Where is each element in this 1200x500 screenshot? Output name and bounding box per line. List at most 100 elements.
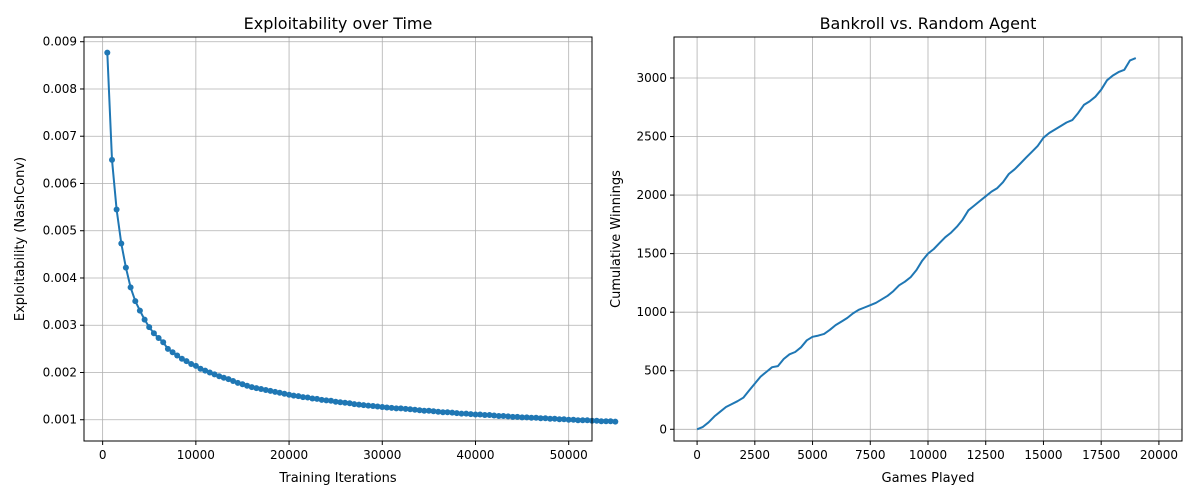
exploitability-x-tick-label: 50000 <box>550 448 588 462</box>
exploitability-data-point <box>155 335 162 341</box>
bankroll-y-tick-label: 1500 <box>636 247 667 261</box>
bankroll-chart-title: Bankroll vs. Random Agent <box>820 14 1037 33</box>
bankroll-plot-frame <box>673 36 1183 442</box>
bankroll-y-ticks: 0 500 1000 1500 2000 2500 3000 <box>636 71 674 436</box>
exploitability-data-point <box>272 388 279 395</box>
exploitability-data-point <box>402 405 409 412</box>
exploitability-data-point <box>449 409 456 416</box>
bankroll-x-tick-label: 5000 <box>797 448 828 462</box>
bankroll-chart: Bankroll vs. Random Agent 0 2500 5000 7500 1… <box>609 14 1183 486</box>
exploitability-y-tick-label: 0.009 <box>43 35 77 49</box>
bankroll-y-tick-label: 3000 <box>636 71 667 85</box>
exploitability-data-point <box>491 412 498 419</box>
exploitability-data-point <box>365 402 372 409</box>
exploitability-y-tick-label: 0.001 <box>43 413 77 427</box>
bankroll-x-tick-label: 15000 <box>1024 448 1062 462</box>
bankroll-x-tick-label: 20000 <box>1140 448 1178 462</box>
exploitability-data-point <box>607 418 614 425</box>
exploitability-x-axis-label: Training Iterations <box>278 471 397 486</box>
exploitability-x-tick-label: 10000 <box>177 448 215 462</box>
exploitability-data-point <box>547 415 554 422</box>
exploitability-x-tick-label: 30000 <box>363 448 401 462</box>
exploitability-data-point <box>519 414 526 421</box>
exploitability-data-point <box>598 418 605 425</box>
exploitability-data-point <box>258 386 265 392</box>
exploitability-data-point <box>211 371 218 378</box>
bankroll-x-axis-label: Games Played <box>882 471 975 486</box>
exploitability-y-tick-label: 0.008 <box>43 82 77 96</box>
exploitability-data-point <box>309 395 316 402</box>
exploitability-data-point <box>104 49 111 56</box>
exploitability-data-point <box>132 298 139 305</box>
exploitability-y-axis-label: Exploitability (NashConv) <box>13 157 28 321</box>
bankroll-y-tick-label: 2500 <box>636 130 667 144</box>
exploitability-data-point <box>439 409 446 416</box>
exploitability-series <box>104 49 619 425</box>
exploitability-data-point <box>188 361 195 367</box>
exploitability-data-point <box>472 411 479 418</box>
bankroll-series-line <box>696 57 1137 431</box>
exploitability-y-tick-label: 0.007 <box>43 129 77 143</box>
exploitability-y-tick-label: 0.004 <box>43 271 77 285</box>
exploitability-data-point <box>118 240 125 247</box>
bankroll-series <box>696 57 1137 431</box>
exploitability-data-point <box>383 404 390 411</box>
exploitability-data-point <box>523 414 530 421</box>
exploitability-data-point <box>477 411 484 418</box>
exploitability-data-point <box>444 409 451 416</box>
bankroll-x-tick-label: 12500 <box>967 448 1005 462</box>
bankroll-x-ticks: 0 2500 5000 7500 10000 12500 15000 17500 20000 <box>693 441 1178 462</box>
exploitability-chart-title: Exploitability over Time <box>244 14 433 33</box>
exploitability-data-point <box>127 284 134 291</box>
exploitability-data-point <box>141 316 148 323</box>
exploitability-data-point <box>579 417 586 424</box>
exploitability-data-point <box>407 406 414 413</box>
exploitability-data-point <box>495 413 502 419</box>
bankroll-x-tick-label: 10000 <box>909 448 947 462</box>
exploitability-data-point <box>430 408 437 415</box>
exploitability-data-point <box>328 397 334 404</box>
exploitability-data-point <box>183 358 190 365</box>
exploitability-chart: Exploitability over Time 0 10000 20000 3000… <box>13 14 619 486</box>
exploitability-data-point <box>253 385 260 392</box>
exploitability-data-point <box>370 403 376 409</box>
exploitability-data-point <box>505 413 512 420</box>
bankroll-y-axis-label: Cumulative Winnings <box>609 170 624 308</box>
exploitability-data-point <box>481 412 488 418</box>
exploitability-data-point <box>379 404 386 410</box>
exploitability-data-point <box>463 410 470 417</box>
bankroll-x-tick-label: 2500 <box>740 448 771 462</box>
exploitability-data-point <box>248 384 255 391</box>
exploitability-data-point <box>453 410 460 417</box>
exploitability-y-tick-label: 0.002 <box>43 365 77 379</box>
exploitability-grid <box>84 37 592 441</box>
bankroll-x-tick-label: 17500 <box>1082 448 1120 462</box>
exploitability-data-point <box>393 405 400 412</box>
exploitability-data-point <box>411 406 418 413</box>
exploitability-data-point <box>351 401 358 408</box>
exploitability-data-point <box>323 397 330 404</box>
bankroll-x-tick-label: 0 <box>693 448 701 462</box>
exploitability-data-point <box>425 407 432 414</box>
exploitability-data-point <box>416 407 423 414</box>
exploitability-data-point <box>220 374 227 381</box>
exploitability-data-point <box>435 408 442 415</box>
exploitability-data-point <box>342 399 348 406</box>
exploitability-data-point <box>561 416 567 423</box>
bankroll-y-tick-label: 1000 <box>636 305 667 319</box>
exploitability-data-point <box>332 398 339 405</box>
exploitability-data-point <box>486 412 493 418</box>
exploitability-data-point <box>178 355 185 362</box>
exploitability-data-point <box>262 387 269 393</box>
bankroll-y-tick-label: 500 <box>644 364 667 378</box>
exploitability-data-point <box>388 404 395 411</box>
exploitability-data-point <box>234 379 241 386</box>
exploitability-y-tick-label: 0.005 <box>43 224 77 238</box>
exploitability-data-point <box>150 330 157 337</box>
exploitability-data-point <box>593 417 600 424</box>
exploitability-data-point <box>225 376 232 383</box>
bankroll-x-tick-label: 7500 <box>855 448 886 462</box>
exploitability-data-point <box>356 401 362 408</box>
exploitability-data-point <box>360 402 367 409</box>
